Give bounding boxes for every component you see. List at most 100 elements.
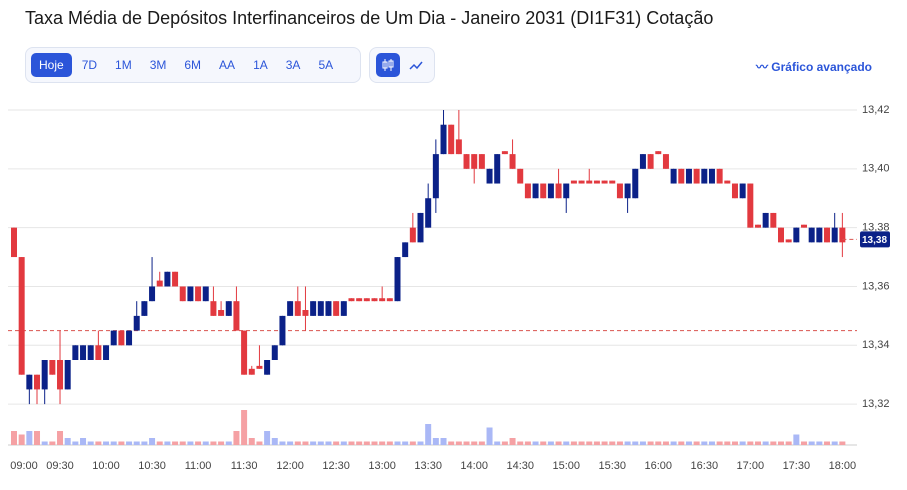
candle-body: [524, 183, 531, 199]
volume-bar: [778, 441, 784, 445]
range-button[interactable]: Hoje: [31, 53, 72, 77]
y-tick-label: 13,38: [862, 222, 890, 234]
volume-bar: [164, 441, 171, 445]
x-tick-label: 10:30: [138, 460, 166, 472]
candle-body: [386, 298, 393, 302]
range-button[interactable]: 3A: [285, 58, 301, 72]
candle-body: [701, 168, 708, 184]
candle-body: [179, 286, 186, 302]
candle-body: [440, 124, 447, 155]
candle-body: [540, 183, 547, 199]
candle-body: [310, 301, 317, 316]
candle-body: [248, 368, 255, 375]
volume-bar: [517, 441, 524, 445]
volume-bar: [187, 441, 194, 445]
volume-bar: [394, 441, 401, 445]
x-tick-label: 16:00: [645, 460, 673, 472]
volume-bar: [417, 441, 424, 445]
candle-body: [95, 345, 102, 360]
volume-bar: [616, 441, 623, 445]
page-title: Taxa Média de Depósitos Interfinanceiros…: [25, 8, 714, 28]
line-button[interactable]: [404, 53, 428, 77]
candle-body: [747, 183, 754, 228]
volume-bar: [647, 441, 654, 445]
volume-bar: [233, 431, 240, 445]
volume-bar: [363, 441, 370, 445]
candle-body: [348, 298, 355, 302]
volume-bar: [685, 441, 692, 445]
candle-body: [793, 227, 800, 243]
volume-bar: [425, 424, 432, 445]
candle-body: [839, 227, 846, 243]
volume-bar: [241, 410, 248, 445]
volume-bar: [662, 441, 669, 445]
volume-bar: [609, 441, 616, 445]
volume-bar: [532, 441, 539, 445]
volume-bar: [325, 441, 332, 445]
volume-bar: [287, 441, 294, 445]
volume-bar: [540, 441, 547, 445]
candle-body: [164, 271, 171, 287]
volume-bar: [348, 441, 355, 445]
candle-body: [778, 227, 784, 243]
volume-bar: [317, 441, 324, 445]
volume-bar: [524, 441, 531, 445]
candle-body: [26, 374, 33, 390]
range-button[interactable]: 1A: [253, 58, 268, 72]
candle-body: [379, 298, 386, 302]
candle-body: [195, 286, 202, 302]
candle-body: [133, 315, 140, 331]
range-button[interactable]: 5A: [318, 58, 334, 72]
candle-body: [271, 345, 278, 360]
range-button[interactable]: AA: [219, 58, 236, 72]
candle-body: [716, 168, 723, 184]
advanced-chart-link[interactable]: 〰 Gráfico avançado: [755, 60, 872, 74]
candle-body: [11, 227, 17, 258]
candle-body: [72, 345, 79, 360]
volume-bar: [49, 441, 56, 445]
volume-bar: [724, 441, 731, 445]
candle-body: [586, 180, 593, 184]
volume-bar: [172, 441, 179, 445]
candle-button[interactable]: [376, 53, 400, 77]
candle-body: [824, 227, 831, 243]
range-button[interactable]: 3M: [149, 58, 167, 72]
volume-bar: [256, 441, 263, 445]
last-price-box: [860, 231, 890, 248]
candle-body: [609, 180, 616, 184]
x-tick-label: 14:00: [460, 460, 488, 472]
y-tick-label: 13,40: [862, 163, 890, 175]
chart-style-bar: [369, 47, 435, 83]
candle-body: [187, 286, 194, 302]
volume-bar: [210, 441, 217, 445]
volume-bar: [340, 441, 347, 445]
candle-body: [471, 154, 478, 169]
volume-bar: [624, 441, 631, 445]
volume-bar: [64, 438, 71, 445]
y-tick-label: 13,42: [862, 104, 890, 116]
candle-body: [448, 124, 455, 155]
volume-bar: [218, 441, 225, 445]
volume-bar: [279, 441, 286, 445]
candle-body: [356, 298, 363, 302]
candle-body: [632, 168, 639, 199]
candle-body: [831, 227, 838, 243]
volume-bar: [310, 441, 317, 445]
volume-bar: [471, 441, 478, 445]
volume-bar: [302, 441, 309, 445]
candle-body: [801, 224, 808, 228]
range-button[interactable]: 6M: [184, 58, 202, 72]
x-tick-label: 13:30: [414, 460, 442, 472]
range-button[interactable]: 7D: [81, 58, 98, 72]
candle-body: [601, 180, 608, 184]
volume-bar: [578, 441, 585, 445]
candle-body: [333, 301, 340, 316]
range-button[interactable]: 1M: [115, 58, 132, 72]
x-tick-label: 17:30: [783, 460, 811, 472]
candle-body: [578, 180, 585, 184]
candle-body: [808, 227, 815, 243]
candle-body: [816, 227, 823, 243]
volume-bar: [693, 441, 700, 445]
